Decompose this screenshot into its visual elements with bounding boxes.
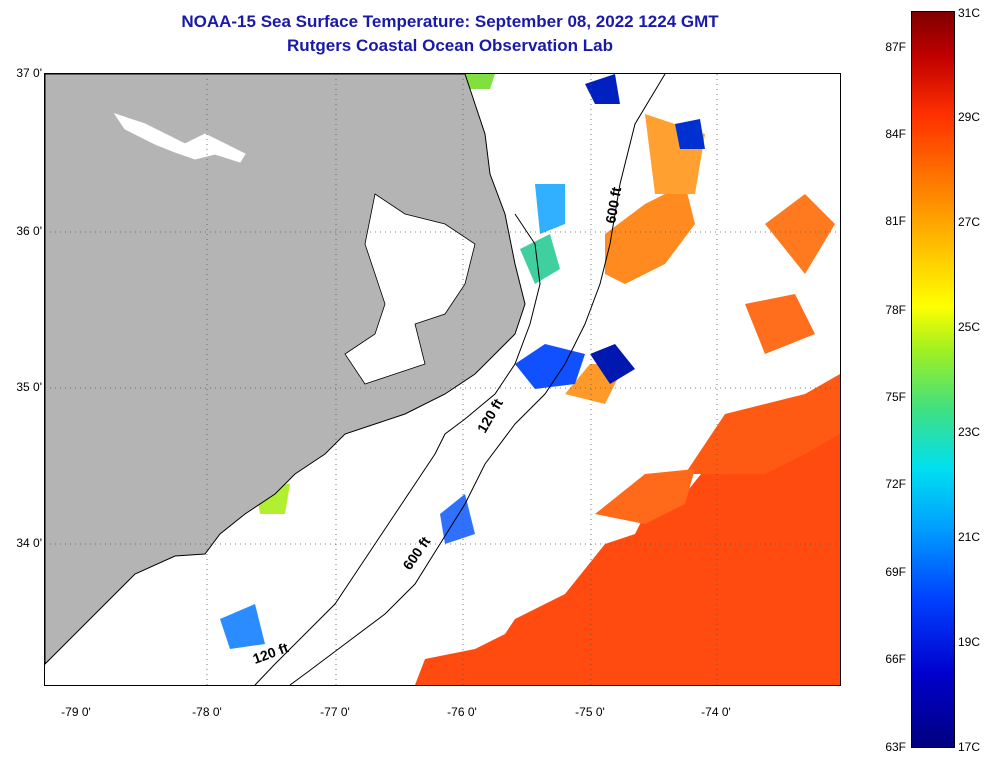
- latitude-label-34: 34 0': [16, 536, 42, 550]
- sst-map: 600 ft 120 ft 600 ft 120 ft: [44, 73, 841, 686]
- colorbar-f-72: 72F: [885, 477, 906, 491]
- map-subtitle: Rutgers Coastal Ocean Observation Lab: [287, 36, 613, 55]
- colorbar-f-63: 63F: [885, 740, 906, 754]
- longitude-label-74: -74 0': [701, 705, 731, 719]
- colorbar-f-87: 87F: [885, 40, 906, 54]
- sst-map-graphic: 600 ft 120 ft 600 ft 120 ft: [45, 74, 840, 685]
- isobath-label-120-mid: 120 ft: [474, 396, 506, 436]
- isobath-label-600-north: 600 ft: [602, 185, 624, 224]
- longitude-label-78: -78 0': [192, 705, 222, 719]
- isobath-120-north: [254, 213, 541, 685]
- pamlico-sound: [344, 193, 476, 385]
- map-title: NOAA-15 Sea Surface Temperature: Septemb…: [181, 12, 719, 31]
- land-mass: [45, 74, 526, 665]
- isobath-label-600-south: 600 ft: [399, 533, 433, 572]
- colorbar-c-27: 27C: [958, 215, 981, 229]
- colorbar-f-84: 84F: [885, 127, 906, 141]
- colorbar-f-69: 69F: [885, 565, 906, 579]
- colorbar-c-23: 23C: [958, 425, 981, 439]
- colorbar-c-25: 25C: [958, 320, 981, 334]
- longitude-label-76: -76 0': [447, 705, 477, 719]
- latitude-label-35: 35 0': [16, 380, 42, 394]
- isobath-600: [289, 74, 666, 685]
- temperature-colorbar: [911, 11, 955, 748]
- colorbar-f-75: 75F: [885, 390, 906, 404]
- longitude-label-79: -79 0': [61, 705, 91, 719]
- colorbar-c-29: 29C: [958, 110, 981, 124]
- colorbar-f-66: 66F: [885, 652, 906, 666]
- latitude-label-36: 36 0': [16, 224, 42, 238]
- colorbar-c-19: 19C: [958, 635, 981, 649]
- colorbar-c-17: 17C: [958, 740, 981, 754]
- longitude-label-77: -77 0': [320, 705, 350, 719]
- colorbar-c-31: 31C: [958, 6, 981, 20]
- latitude-label-37: 37 0': [16, 66, 42, 80]
- colorbar-f-78: 78F: [885, 303, 906, 317]
- colorbar-f-81: 81F: [885, 214, 906, 228]
- colorbar-c-21: 21C: [958, 530, 981, 544]
- albemarle-sound: [113, 113, 246, 163]
- graticule: [45, 74, 840, 685]
- longitude-label-75: -75 0': [575, 705, 605, 719]
